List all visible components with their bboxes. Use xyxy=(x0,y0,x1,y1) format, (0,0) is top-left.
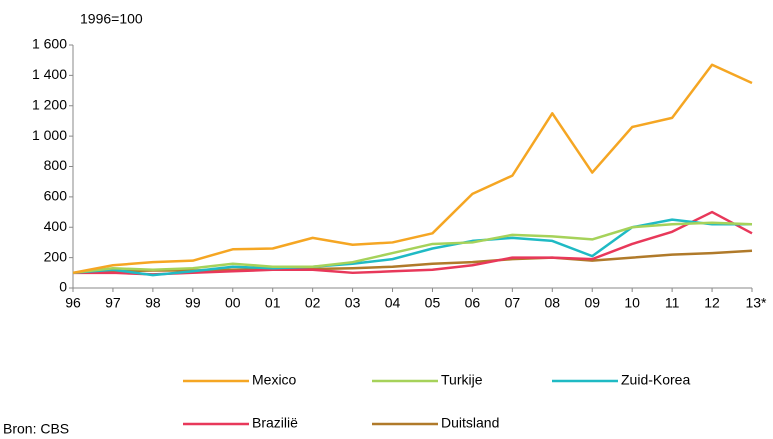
y-tick-label: 400 xyxy=(44,218,68,234)
x-tick-label: 97 xyxy=(105,295,121,311)
y-tick-label: 1 400 xyxy=(32,66,67,82)
x-tick-label: 04 xyxy=(385,295,401,311)
y-tick-label: 600 xyxy=(44,188,68,204)
y-axis-label: 1996=100 xyxy=(80,11,143,27)
y-tick-label: 0 xyxy=(59,279,67,295)
x-tick-label: 06 xyxy=(465,295,481,311)
y-tick-label: 1 200 xyxy=(32,96,67,112)
x-tick-label: 96 xyxy=(65,295,81,311)
x-tick-label: 08 xyxy=(545,295,561,311)
x-tick-label: 01 xyxy=(265,295,281,311)
series-line xyxy=(72,63,753,275)
x-tick-label: 99 xyxy=(185,295,201,311)
series-line xyxy=(72,249,753,275)
x-tick-label: 12 xyxy=(704,295,720,311)
y-tick-label: 1 600 xyxy=(32,36,67,52)
x-tick-label: 02 xyxy=(305,295,321,311)
legend-label: Turkije xyxy=(441,372,483,388)
legend-label: Duitsland xyxy=(441,415,499,431)
x-tick-label: 13* xyxy=(745,295,767,311)
x-tick-label: 11 xyxy=(665,295,680,311)
legend-label: Zuid-Korea xyxy=(621,372,690,388)
x-tick-label: 00 xyxy=(225,295,241,311)
x-tick-label: 07 xyxy=(505,295,521,311)
y-tick-label: 200 xyxy=(44,248,68,264)
legend-label: Mexico xyxy=(252,372,297,388)
x-tick-label: 10 xyxy=(624,295,640,311)
x-tick-label: 05 xyxy=(425,295,441,311)
x-tick-label: 03 xyxy=(345,295,361,311)
y-tick-label: 800 xyxy=(44,157,68,173)
series-line xyxy=(72,221,753,275)
x-tick-label: 09 xyxy=(584,295,600,311)
source: Bron: CBS xyxy=(3,421,69,437)
x-tick-label: 98 xyxy=(145,295,161,311)
legend-label: Brazilië xyxy=(252,415,298,431)
y-tick-label: 1 000 xyxy=(32,127,67,143)
